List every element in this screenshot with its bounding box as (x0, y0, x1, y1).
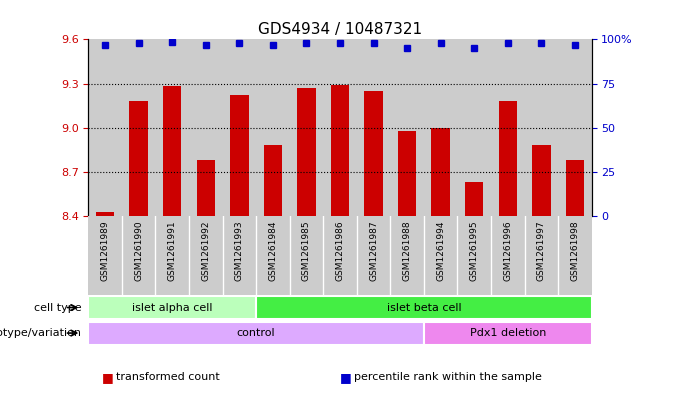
Text: control: control (237, 328, 275, 338)
Text: GSM1261993: GSM1261993 (235, 220, 244, 281)
Text: GSM1261997: GSM1261997 (537, 220, 546, 281)
Text: GSM1261986: GSM1261986 (335, 220, 345, 281)
Text: Pdx1 deletion: Pdx1 deletion (470, 328, 546, 338)
Bar (364, 91, 383, 216)
Bar (330, 85, 350, 216)
Bar (156, 39, 189, 216)
Text: cell type: cell type (34, 303, 82, 312)
Bar (230, 95, 249, 216)
Bar (163, 86, 182, 216)
Bar (524, 39, 558, 216)
Bar (189, 39, 222, 216)
Bar (129, 101, 148, 216)
Text: GSM1261987: GSM1261987 (369, 220, 378, 281)
Bar (88, 321, 424, 345)
Bar (498, 101, 517, 216)
Bar (357, 39, 390, 216)
Text: GSM1261998: GSM1261998 (571, 220, 579, 281)
Bar (256, 296, 592, 319)
Bar (566, 160, 584, 216)
Text: GSM1261996: GSM1261996 (503, 220, 512, 281)
Bar (323, 39, 357, 216)
Text: islet beta cell: islet beta cell (386, 303, 461, 312)
Bar (458, 39, 491, 216)
Bar (297, 88, 316, 216)
Text: GSM1261985: GSM1261985 (302, 220, 311, 281)
Text: GSM1261989: GSM1261989 (101, 220, 109, 281)
Bar (532, 145, 551, 216)
Bar (465, 182, 483, 216)
Bar (122, 39, 156, 216)
Text: GSM1261988: GSM1261988 (403, 220, 411, 281)
Bar (398, 130, 416, 216)
Bar (88, 296, 256, 319)
Bar (88, 39, 122, 216)
Bar (558, 39, 592, 216)
Bar (424, 321, 592, 345)
Bar (491, 39, 524, 216)
Text: GSM1261994: GSM1261994 (436, 220, 445, 281)
Text: ■: ■ (102, 371, 114, 384)
Text: GSM1261984: GSM1261984 (269, 220, 277, 281)
Bar (222, 39, 256, 216)
Text: genotype/variation: genotype/variation (0, 328, 82, 338)
Text: ■: ■ (340, 371, 352, 384)
Bar (256, 39, 290, 216)
Text: GSM1261992: GSM1261992 (201, 220, 210, 281)
Text: GSM1261990: GSM1261990 (134, 220, 143, 281)
Title: GDS4934 / 10487321: GDS4934 / 10487321 (258, 22, 422, 37)
Bar (390, 39, 424, 216)
Text: percentile rank within the sample: percentile rank within the sample (354, 372, 541, 382)
Bar (431, 128, 450, 216)
Bar (96, 212, 114, 216)
Text: GSM1261995: GSM1261995 (470, 220, 479, 281)
Bar (264, 145, 282, 216)
Text: islet alpha cell: islet alpha cell (132, 303, 213, 312)
Text: transformed count: transformed count (116, 372, 220, 382)
Bar (197, 160, 215, 216)
Bar (290, 39, 323, 216)
Bar (424, 39, 458, 216)
Text: GSM1261991: GSM1261991 (168, 220, 177, 281)
